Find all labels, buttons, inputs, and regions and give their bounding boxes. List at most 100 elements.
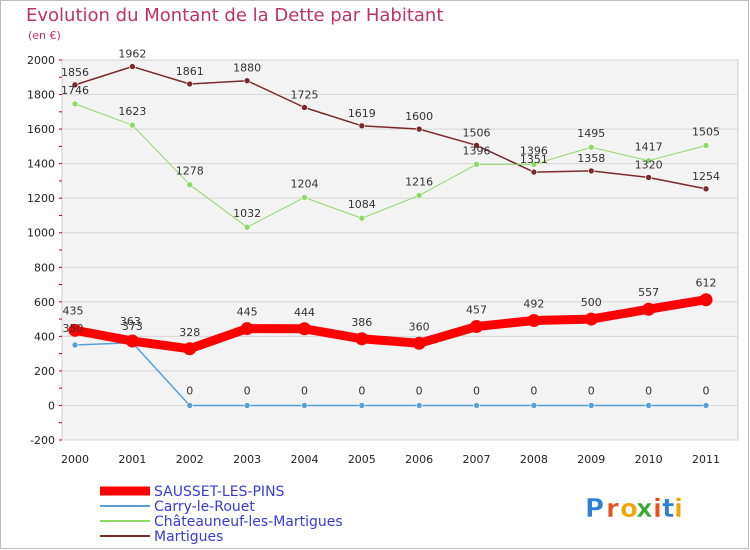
data-point xyxy=(129,63,136,70)
x-axis: 2000 2001 2002 2003 2004 2005 2006 2007 2008 2009… xyxy=(61,453,720,466)
data-label: 0 xyxy=(186,384,193,397)
data-label: 1358 xyxy=(577,152,605,165)
data-label: 1216 xyxy=(405,175,433,188)
series-line xyxy=(74,342,707,407)
data-labels-layer: 435 363 328 445 444 386 360 457 492 500 557 612 350 3… xyxy=(61,48,720,398)
data-label: 0 xyxy=(473,384,480,397)
data-point xyxy=(243,223,251,231)
data-label: 1417 xyxy=(635,141,663,154)
data-point xyxy=(473,142,480,149)
x-tick-label: 2000 xyxy=(61,453,89,466)
y-tick-label: 1800 xyxy=(27,89,55,102)
series-line xyxy=(74,103,707,228)
plot-area xyxy=(61,59,739,441)
data-label: 328 xyxy=(179,326,200,339)
data-label: 557 xyxy=(638,286,659,299)
data-label: 0 xyxy=(703,384,710,397)
x-tick-label: 2005 xyxy=(348,453,376,466)
data-label: 0 xyxy=(645,384,652,397)
x-tick-label: 2006 xyxy=(405,453,433,466)
series-martigues xyxy=(71,63,710,193)
data-point xyxy=(642,302,656,316)
data-point xyxy=(415,192,423,199)
series-line xyxy=(70,295,711,354)
data-point xyxy=(68,323,82,337)
data-point xyxy=(473,161,480,168)
data-label: 1320 xyxy=(635,158,663,171)
data-point xyxy=(702,185,710,193)
data-label: 1396 xyxy=(463,144,491,157)
data-point xyxy=(587,143,595,151)
data-point xyxy=(473,402,480,409)
data-point xyxy=(297,322,311,336)
legend-label: Carry-le-Rouet xyxy=(154,499,255,515)
data-label: 1505 xyxy=(692,126,720,139)
y-tick-label: 600 xyxy=(34,296,55,309)
data-label: 1084 xyxy=(348,198,376,211)
data-label: 1746 xyxy=(61,84,89,97)
data-label: 1600 xyxy=(405,110,433,123)
series-carry-le-rouet xyxy=(71,339,710,409)
legend-label: Martigues xyxy=(154,529,223,545)
data-point xyxy=(415,125,423,133)
data-label: 1619 xyxy=(348,107,376,120)
y-tick-label: 0 xyxy=(48,399,55,412)
y-tick-label: 1600 xyxy=(27,123,55,136)
y-tick-label: 1000 xyxy=(27,227,55,240)
data-label: 1204 xyxy=(290,177,318,190)
data-point xyxy=(186,402,194,409)
series-chateauneuf-les-martigues xyxy=(71,100,710,231)
data-point xyxy=(129,121,136,129)
data-label: 1254 xyxy=(692,170,720,183)
y-tick-label: 2000 xyxy=(27,54,55,67)
data-label: 1623 xyxy=(118,105,146,118)
y-tick-label: 400 xyxy=(34,330,55,343)
data-label: 1861 xyxy=(176,65,204,78)
data-point xyxy=(415,402,423,409)
data-point xyxy=(530,161,538,168)
data-label: 373 xyxy=(122,320,143,333)
data-point xyxy=(699,293,713,307)
data-point xyxy=(301,194,308,201)
data-label: 444 xyxy=(294,306,315,319)
data-label: 1725 xyxy=(290,89,318,102)
y-tick-label: 1400 xyxy=(27,158,55,171)
legend-label: Châteauneuf-les-Martigues xyxy=(154,514,343,530)
data-point xyxy=(71,81,79,89)
data-point xyxy=(530,402,538,409)
data-label: 0 xyxy=(358,384,365,397)
data-label: 1495 xyxy=(577,127,605,140)
data-label: 1278 xyxy=(176,165,204,178)
data-point xyxy=(702,142,710,149)
data-label: 612 xyxy=(696,277,717,290)
data-label: 350 xyxy=(63,322,84,335)
y-tick-label: 1200 xyxy=(27,192,55,205)
data-label: 1962 xyxy=(118,48,146,61)
data-point xyxy=(186,80,194,88)
data-point xyxy=(301,402,308,409)
data-point xyxy=(412,336,426,350)
data-point xyxy=(355,332,369,346)
x-tick-label: 2009 xyxy=(577,453,605,466)
data-label: 0 xyxy=(530,384,537,397)
grid-lines xyxy=(62,59,738,441)
data-point xyxy=(71,341,79,349)
y-tick-label: -200 xyxy=(30,434,55,447)
data-label: 492 xyxy=(523,297,544,310)
data-point xyxy=(645,402,652,409)
x-tick-label: 2008 xyxy=(520,453,548,466)
logo-letter: P xyxy=(585,494,604,524)
data-point xyxy=(702,402,710,409)
legend-label: SAUSSET-LES-PINS xyxy=(154,484,285,500)
logo-letter: i xyxy=(674,494,683,524)
data-label: 1880 xyxy=(233,62,261,75)
data-label: 1351 xyxy=(520,153,548,166)
data-point xyxy=(527,313,541,327)
data-label: 386 xyxy=(351,316,372,329)
x-tick-label: 2011 xyxy=(692,453,720,466)
data-label: 500 xyxy=(581,296,602,309)
data-point xyxy=(587,402,595,409)
data-label: 1506 xyxy=(463,126,491,139)
